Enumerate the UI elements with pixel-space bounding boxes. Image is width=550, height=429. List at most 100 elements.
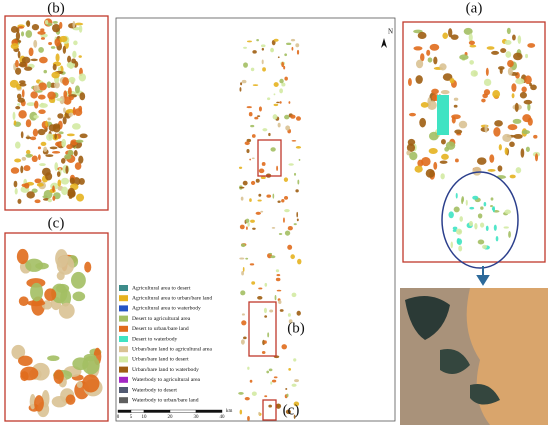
panel-c-frame xyxy=(4,232,109,422)
patch xyxy=(293,172,297,176)
patch xyxy=(295,146,302,149)
patch xyxy=(25,119,32,128)
patch xyxy=(72,106,76,116)
patch xyxy=(47,355,60,362)
patch xyxy=(56,98,63,102)
patch xyxy=(517,35,522,44)
patch xyxy=(440,89,450,95)
patch xyxy=(279,78,284,84)
patch xyxy=(492,90,501,99)
scale-segment xyxy=(169,409,197,413)
patch xyxy=(17,50,21,59)
patch xyxy=(498,144,502,151)
patch xyxy=(288,368,292,371)
patch xyxy=(78,73,87,82)
patch xyxy=(76,193,85,202)
north-arrow xyxy=(381,38,387,48)
patch xyxy=(39,56,48,64)
patch xyxy=(66,133,75,137)
legend-label: Agricultural area to urban/bare land xyxy=(132,295,212,301)
patch xyxy=(483,78,492,87)
legend-label: Waterbody to desert xyxy=(132,387,177,393)
patch xyxy=(476,157,487,165)
patch xyxy=(78,155,84,164)
patch xyxy=(263,340,267,344)
scale-tick-label: 20 xyxy=(168,415,174,420)
patch xyxy=(83,353,97,362)
patch xyxy=(504,147,508,155)
patch xyxy=(246,226,248,230)
patch xyxy=(293,401,300,407)
patch xyxy=(260,210,264,213)
patch xyxy=(440,173,445,180)
inset-box xyxy=(257,139,282,177)
patch xyxy=(484,124,488,133)
scale-segment xyxy=(143,409,171,413)
patch xyxy=(251,134,256,138)
panel-label: (b) xyxy=(47,0,65,16)
patch xyxy=(277,122,281,128)
patch xyxy=(514,102,519,113)
patch xyxy=(42,195,48,199)
patch xyxy=(268,368,273,372)
patch xyxy=(49,146,58,150)
patch xyxy=(268,252,273,255)
patch xyxy=(25,30,33,38)
patch xyxy=(55,53,60,62)
patch xyxy=(284,230,291,236)
patch xyxy=(63,90,68,99)
patch xyxy=(257,199,262,202)
patch xyxy=(258,287,263,290)
patch xyxy=(40,37,45,40)
patch xyxy=(239,87,242,92)
patch xyxy=(52,23,61,33)
patch xyxy=(450,241,454,249)
patch xyxy=(468,33,473,42)
legend-label: Desert to urban/bare land xyxy=(132,326,189,332)
patch xyxy=(14,141,21,149)
patch xyxy=(521,130,530,135)
patch xyxy=(256,115,261,117)
patch xyxy=(415,75,423,84)
patch xyxy=(34,199,41,204)
patch xyxy=(445,141,456,150)
patch xyxy=(272,193,275,199)
patch xyxy=(506,27,511,35)
main-map-frame xyxy=(115,17,396,422)
patch xyxy=(47,91,56,100)
panel-a-frame xyxy=(402,21,546,263)
patch xyxy=(65,165,69,174)
patch xyxy=(427,57,433,63)
patch xyxy=(55,141,63,147)
patch xyxy=(266,194,272,198)
patch xyxy=(264,282,268,287)
legend-swatch xyxy=(119,305,128,312)
patch xyxy=(450,34,459,40)
patch xyxy=(290,254,295,260)
patch xyxy=(296,49,300,55)
patch xyxy=(511,83,517,92)
patch xyxy=(261,351,266,355)
patch xyxy=(270,48,274,52)
patch xyxy=(33,85,40,92)
patch xyxy=(247,222,250,227)
patch xyxy=(244,397,250,401)
patch xyxy=(17,103,21,106)
patch xyxy=(485,67,489,76)
land-change-patches xyxy=(9,18,541,421)
patch xyxy=(58,131,64,135)
patch xyxy=(21,31,25,37)
patch xyxy=(283,177,289,182)
patch xyxy=(79,92,86,101)
patch xyxy=(297,258,302,265)
patch xyxy=(268,404,272,408)
patch xyxy=(427,100,437,110)
scale-segment xyxy=(117,409,132,413)
inset-label: (b) xyxy=(287,320,305,336)
patch xyxy=(252,84,259,87)
patch xyxy=(480,206,484,210)
patch xyxy=(62,77,70,86)
patch xyxy=(295,116,301,121)
patch xyxy=(284,195,289,200)
patch xyxy=(515,78,525,85)
